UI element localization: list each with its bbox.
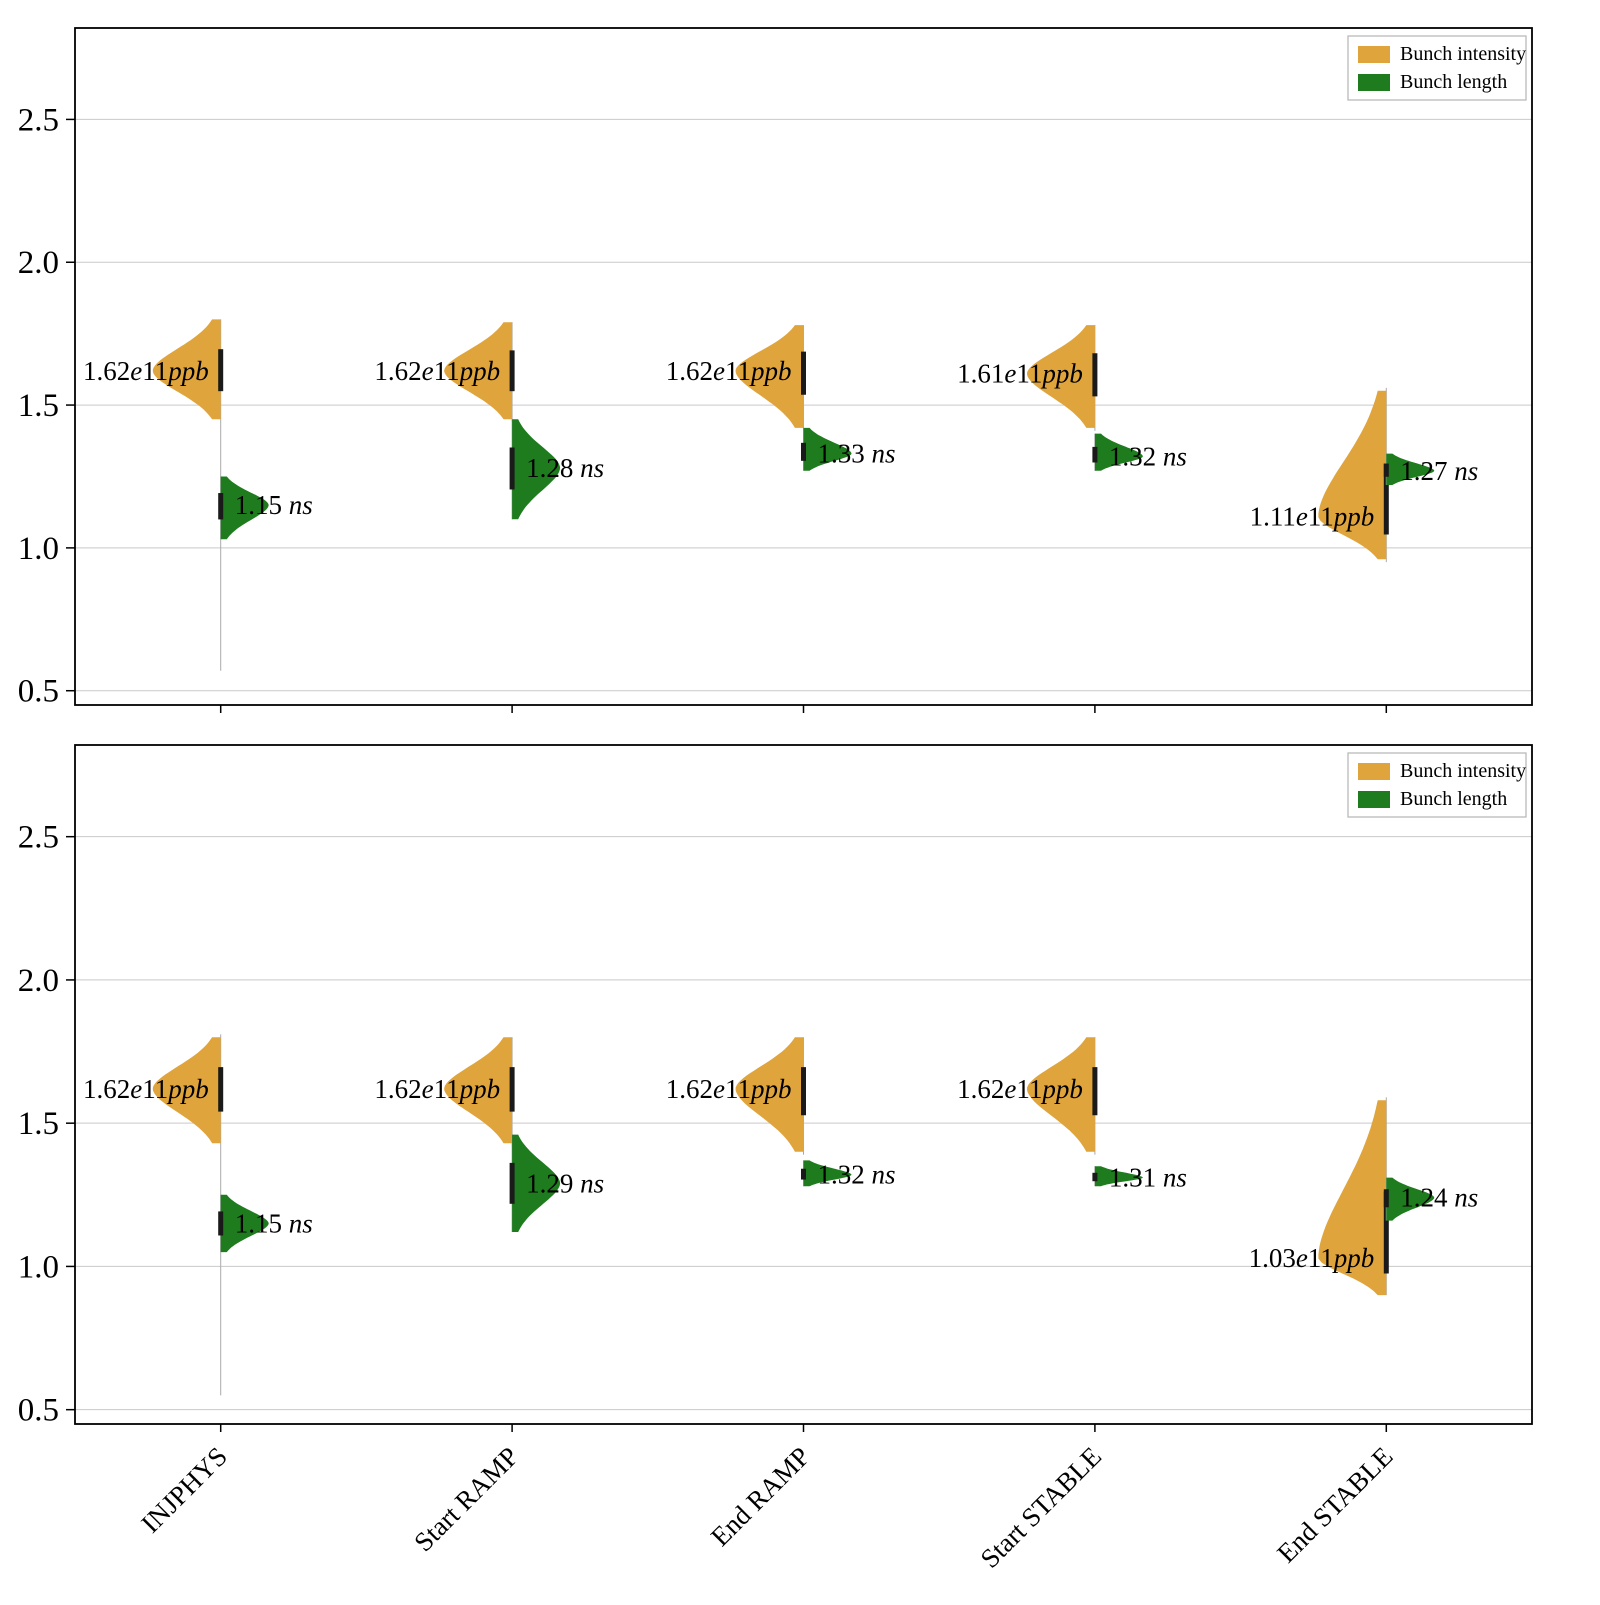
length-violin — [1386, 453, 1435, 485]
length-violin — [220, 1194, 269, 1253]
y-tick-label: 0.5 — [18, 674, 59, 710]
intensity-annotation: 1.62e11ppb — [957, 1074, 1083, 1104]
x-tick-label: INJPHYS — [135, 1441, 233, 1539]
length-violin — [220, 476, 269, 540]
legend-swatch-length — [1358, 74, 1390, 91]
intensity-violin — [444, 1037, 513, 1144]
length-violin — [512, 1134, 561, 1232]
length-annotation: 1.15 ns — [235, 1208, 313, 1238]
length-violin — [803, 427, 852, 471]
length-annotation: 1.24 ns — [1400, 1183, 1478, 1213]
y-tick-label: 1.0 — [18, 1249, 59, 1285]
intensity-violin — [735, 325, 804, 428]
y-tick-label: 2.5 — [18, 820, 59, 856]
intensity-annotation: 1.11e11ppb — [1250, 501, 1375, 531]
intensity-violin — [1027, 1037, 1095, 1152]
intensity-violin — [1318, 390, 1387, 560]
legend-swatch-intensity — [1358, 763, 1390, 780]
y-tick-label: 2.0 — [18, 245, 59, 281]
length-violin — [512, 419, 561, 520]
intensity-violin — [152, 319, 221, 420]
length-annotation: 1.29 ns — [526, 1168, 604, 1198]
length-violin — [1094, 1166, 1143, 1187]
y-tick-label: 1.0 — [18, 531, 59, 567]
intensity-annotation: 1.62e11ppb — [83, 356, 209, 386]
x-tick-label: End RAMP — [705, 1441, 816, 1552]
x-tick-label: End STABLE — [1271, 1441, 1398, 1568]
intensity-annotation: 1.61e11ppb — [957, 359, 1083, 389]
intensity-violin — [444, 322, 513, 420]
intensity-violin — [152, 1037, 221, 1144]
panel-bottom: 0.5 1.0 1.5 2.0 2.5 1.62e11ppb 1.62e11ppb 1.62e… — [18, 744, 1533, 1574]
length-annotation: 1.27 ns — [1400, 456, 1478, 486]
intensity-violin — [1027, 325, 1095, 428]
x-tick-label: Start STABLE — [974, 1441, 1107, 1574]
length-annotation: 1.31 ns — [1109, 1163, 1187, 1193]
intensity-annotation: 1.62e11ppb — [666, 1074, 792, 1104]
intensity-violin — [1318, 1100, 1387, 1296]
panel-top: 0.5 1.0 1.5 2.0 2.5 1.62e11ppb 1.62e11ppb 1.62e… — [18, 27, 1533, 713]
y-tick-label: 1.5 — [18, 1106, 59, 1142]
x-tick-label: Start RAMP — [408, 1441, 524, 1557]
length-annotation: 1.15 ns — [235, 490, 313, 520]
y-tick-label: 2.5 — [18, 102, 59, 138]
legend-label-intensity: Bunch intensity — [1400, 760, 1526, 782]
length-violin — [1386, 1177, 1435, 1221]
length-violin — [803, 1160, 852, 1187]
length-violin — [1094, 433, 1143, 471]
y-tick-label: 2.0 — [18, 963, 59, 999]
intensity-annotation: 1.03e11ppb — [1249, 1243, 1375, 1273]
legend-swatch-length — [1358, 791, 1390, 808]
intensity-annotation: 1.62e11ppb — [374, 356, 500, 386]
legend-swatch-intensity — [1358, 46, 1390, 63]
legend-label-intensity: Bunch intensity — [1400, 43, 1526, 65]
y-tick-label: 1.5 — [18, 388, 59, 424]
intensity-violin — [735, 1037, 804, 1152]
length-annotation: 1.32 ns — [1109, 441, 1187, 471]
intensity-annotation: 1.62e11ppb — [83, 1074, 209, 1104]
legend-label-length: Bunch length — [1400, 71, 1507, 93]
y-tick-label: 0.5 — [18, 1393, 59, 1429]
legend-label-length: Bunch length — [1400, 788, 1507, 810]
intensity-annotation: 1.62e11ppb — [374, 1074, 500, 1104]
length-annotation: 1.33 ns — [818, 439, 896, 469]
length-annotation: 1.32 ns — [818, 1160, 896, 1190]
intensity-annotation: 1.62e11ppb — [666, 356, 792, 386]
length-annotation: 1.28 ns — [526, 453, 604, 483]
